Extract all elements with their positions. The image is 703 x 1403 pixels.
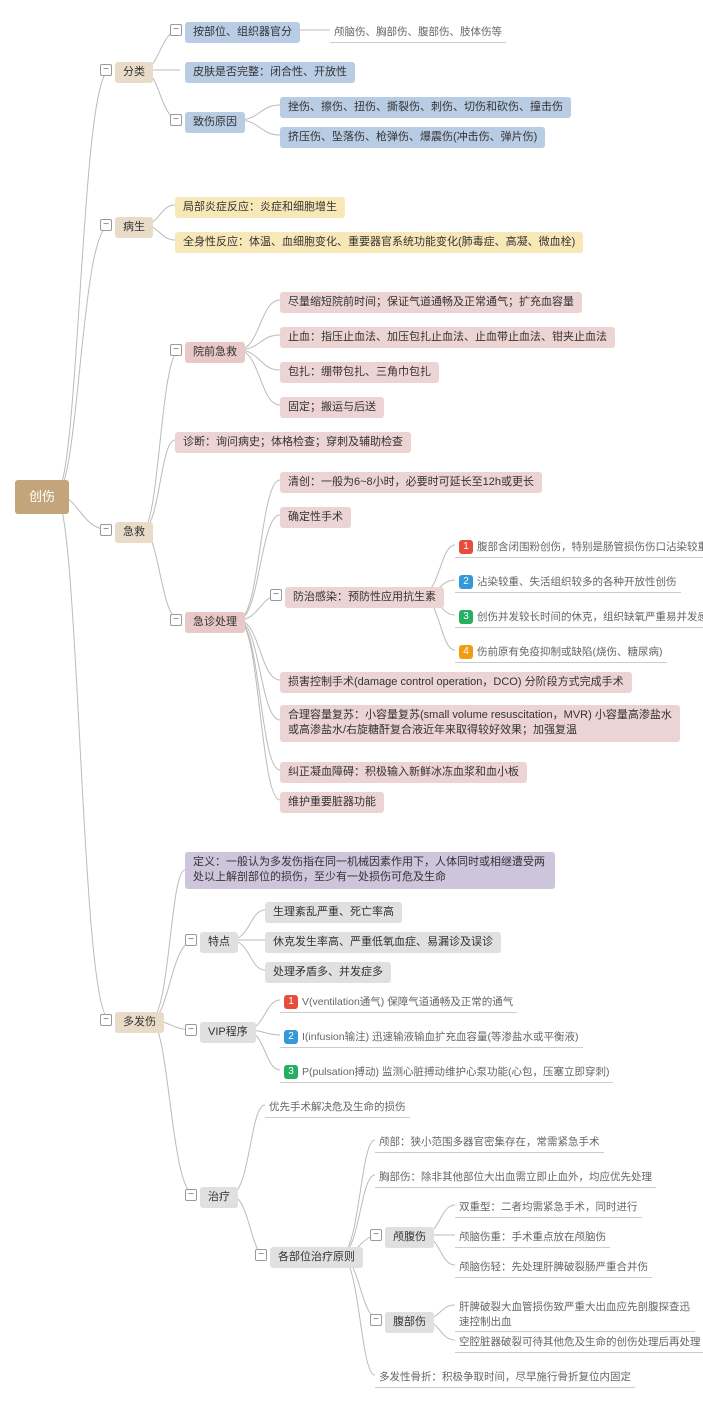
leaf-er2: 确定性手术 (280, 507, 351, 528)
node-treat2[interactable]: 各部位治疗原则 (270, 1247, 363, 1268)
mindmap-root-container: 创伤 − 分类 − 病生 − 急救 − 多发伤 − 按部位、组织器官分 颅脑伤、… (0, 0, 703, 1403)
node-pre[interactable]: 院前急救 (185, 342, 245, 363)
node-t-ha[interactable]: 颅腹伤 (385, 1227, 434, 1248)
toggle-icon[interactable]: − (185, 1024, 197, 1036)
num-badge-4: 4 (459, 645, 473, 659)
leaf-feat3: 处理矛盾多、并发症多 (265, 962, 391, 983)
node-classify-b[interactable]: 皮肤是否完整：闭合性、开放性 (185, 62, 355, 83)
leaf-patho-a: 局部炎症反应：炎症和细胞增生 (175, 197, 345, 218)
node-treat[interactable]: 治疗 (200, 1187, 238, 1208)
node-er[interactable]: 急诊处理 (185, 612, 245, 633)
leaf-er3-3: 3 创伤并发较长时间的休克，组织缺氧严重易并发感染 (455, 608, 703, 628)
leaf-er3-1: 1 腹部含闭围粉创伤，特别是肠管损伤伤口沾染较重 (455, 538, 703, 558)
leaf-classify-c2: 挤压伤、坠落伤、枪弹伤、爆震伤(冲击伤、弹片伤) (280, 127, 545, 148)
leaf-t-abd1: 肝脾破裂大血管损伤致严重大出血应先剖腹探查迅速控制出血 (455, 1298, 695, 1332)
leaf-t-ha1: 双重型：二者均需紧急手术，同时进行 (455, 1198, 642, 1218)
leaf-text: V(ventilation通气) 保障气道通畅及正常的通气 (302, 996, 513, 1008)
node-t-abd[interactable]: 腹部伤 (385, 1312, 434, 1333)
node-er3[interactable]: 防治感染：预防性应用抗生素 (285, 587, 444, 608)
num-badge-1: 1 (459, 540, 473, 554)
toggle-icon[interactable]: − (370, 1314, 382, 1326)
toggle-icon[interactable]: − (170, 114, 182, 126)
toggle-icon[interactable]: − (170, 614, 182, 626)
node-emergency[interactable]: 急救 (115, 522, 153, 543)
leaf-t-abd2: 空腔脏器破裂可待其他危及生命的创伤处理后再处理 (455, 1333, 703, 1353)
toggle-icon[interactable]: − (370, 1229, 382, 1241)
toggle-icon[interactable]: − (100, 219, 112, 231)
leaf-t-frac: 多发性骨折：积极争取时间，尽早施行骨折复位内固定 (375, 1368, 635, 1388)
node-feat[interactable]: 特点 (200, 932, 238, 953)
leaf-pre3: 包扎：绷带包扎、三角巾包扎 (280, 362, 439, 383)
leaf-text: 创伤并发较长时间的休克，组织缺氧严重易并发感染 (477, 611, 703, 623)
leaf-er6: 纠正凝血障碍：积极输入新鲜冰冻血浆和血小板 (280, 762, 527, 783)
num-badge-2: 2 (284, 1030, 298, 1044)
leaf-er3-4: 4 伤前原有免疫抑制或缺陷(烧伤、糖尿病) (455, 643, 667, 663)
toggle-icon[interactable]: − (100, 1014, 112, 1026)
connector-lines (0, 0, 703, 1403)
leaf-vip3: 3 P(pulsation搏动) 监测心脏搏动维护心泵功能(心包，压塞立即穿刺) (280, 1063, 613, 1083)
node-multi[interactable]: 多发伤 (115, 1012, 164, 1033)
leaf-t-ha3: 颅脑伤轻：先处理肝脾破裂肠严重合并伤 (455, 1258, 652, 1278)
toggle-icon[interactable]: − (170, 344, 182, 356)
leaf-text: I(infusion输注) 迅速输液输血扩充血容量(等渗盐水或平衡液) (302, 1031, 579, 1043)
leaf-t-chest: 胸部伤：除非其他部位大出血需立即止血外，均应优先处理 (375, 1168, 656, 1188)
leaf-text: 沾染较重、失活组织较多的各种开放性创伤 (477, 576, 677, 588)
root-node[interactable]: 创伤 (15, 480, 69, 514)
leaf-text: 腹部含闭围粉创伤，特别是肠管损伤伤口沾染较重 (477, 541, 703, 553)
num-badge-2: 2 (459, 575, 473, 589)
leaf-er5: 合理容量复苏：小容量复苏(small volume resuscitation，… (280, 705, 680, 742)
toggle-icon[interactable]: − (185, 1189, 197, 1201)
node-patho[interactable]: 病生 (115, 217, 153, 238)
leaf-t-head: 颅部：狭小范围多器官密集存在，常需紧急手术 (375, 1133, 604, 1153)
leaf-text: P(pulsation搏动) 监测心脏搏动维护心泵功能(心包，压塞立即穿刺) (302, 1066, 609, 1078)
toggle-icon[interactable]: − (100, 64, 112, 76)
leaf-text: 伤前原有免疫抑制或缺陷(烧伤、糖尿病) (477, 646, 663, 658)
leaf-er1: 清创：一般为6~8小时，必要时可延长至12h或更长 (280, 472, 542, 493)
leaf-multi-def: 定义：一般认为多发伤指在同一机械因素作用下，人体同时或相继遭受两处以上解剖部位的… (185, 852, 555, 889)
toggle-icon[interactable]: − (170, 24, 182, 36)
leaf-er3-2: 2 沾染较重、失活组织较多的各种开放性创伤 (455, 573, 681, 593)
num-badge-3: 3 (459, 610, 473, 624)
leaf-pre2: 止血：指压止血法、加压包扎止血法、止血带止血法、钳夹止血法 (280, 327, 615, 348)
node-classify-a[interactable]: 按部位、组织器官分 (185, 22, 300, 43)
leaf-vip1: 1 V(ventilation通气) 保障气道通畅及正常的通气 (280, 993, 517, 1013)
num-badge-3: 3 (284, 1065, 298, 1079)
toggle-icon[interactable]: − (270, 589, 282, 601)
leaf-er7: 维护重要脏器功能 (280, 792, 384, 813)
leaf-feat2: 休克发生率高、严重低氧血症、易漏诊及误诊 (265, 932, 501, 953)
leaf-t-ha2: 颅脑伤重：手术重点放在颅脑伤 (455, 1228, 610, 1248)
leaf-treat1: 优先手术解决危及生命的损伤 (265, 1098, 410, 1118)
toggle-icon[interactable]: − (255, 1249, 267, 1261)
node-vip[interactable]: VIP程序 (200, 1022, 256, 1043)
num-badge-1: 1 (284, 995, 298, 1009)
leaf-pre4: 固定；搬运与后送 (280, 397, 384, 418)
toggle-icon[interactable]: − (185, 934, 197, 946)
leaf-vip2: 2 I(infusion输注) 迅速输液输血扩充血容量(等渗盐水或平衡液) (280, 1028, 583, 1048)
leaf-er4: 损害控制手术(damage control operation，DCO) 分阶段… (280, 672, 632, 693)
toggle-icon[interactable]: − (100, 524, 112, 536)
leaf-classify-a: 颅脑伤、胸部伤、腹部伤、肢体伤等 (330, 23, 506, 43)
node-classify[interactable]: 分类 (115, 62, 153, 83)
leaf-pre1: 尽量缩短院前时间；保证气道通畅及正常通气；扩充血容量 (280, 292, 582, 313)
leaf-feat1: 生理紊乱严重、死亡率高 (265, 902, 402, 923)
leaf-diag: 诊断：询问病史；体格检查；穿刺及辅助检查 (175, 432, 411, 453)
node-classify-c[interactable]: 致伤原因 (185, 112, 245, 133)
leaf-patho-b: 全身性反应：体温、血细胞变化、重要器官系统功能变化(肺毒症、高凝、微血栓) (175, 232, 583, 253)
leaf-classify-c1: 挫伤、擦伤、扭伤、撕裂伤、刺伤、切伤和砍伤、撞击伤 (280, 97, 571, 118)
